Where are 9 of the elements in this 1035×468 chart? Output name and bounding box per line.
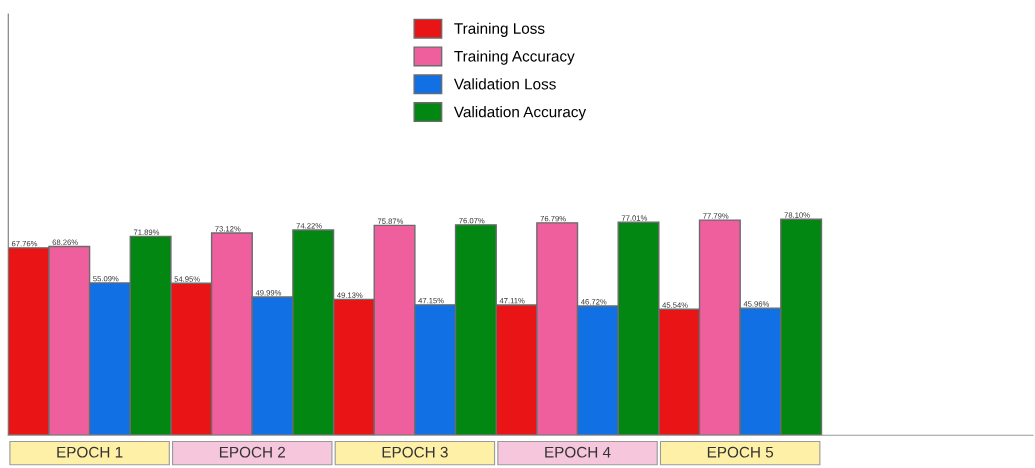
- legend-label: Validation Loss: [453, 78, 556, 90]
- legend-label: Validation Accuracy: [453, 106, 587, 121]
- x-tick-label: EPOCH 5: [707, 446, 774, 458]
- x-tick-label: EPOCH 4: [545, 446, 611, 458]
- x-tick-label: EPOCH 2: [219, 446, 286, 458]
- legend-label: Training Loss: [454, 22, 545, 37]
- x-tick-label: EPOCH 1: [57, 446, 123, 458]
- x-tick-label: EPOCH 3: [382, 446, 448, 458]
- legend-label: Training Accuracy: [454, 50, 575, 65]
